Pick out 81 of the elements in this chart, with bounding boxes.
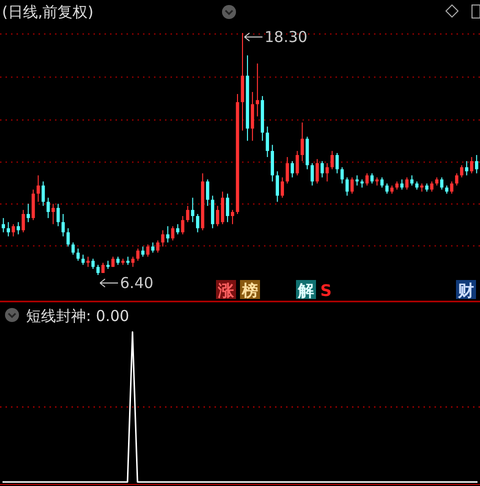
- candlestick: [266, 126, 270, 158]
- candlestick: [46, 197, 50, 219]
- candlestick: [22, 209, 25, 233]
- text: S: [320, 281, 332, 300]
- candlestick: [196, 213, 200, 233]
- candlestick: [365, 172, 369, 186]
- candlestick: [42, 180, 45, 206]
- candlestick: [326, 162, 329, 182]
- candlestick: [161, 230, 164, 248]
- candlestick: [276, 170, 279, 202]
- candlestick: [300, 122, 304, 162]
- candlestick: [186, 205, 190, 223]
- candlestick: [171, 226, 174, 241]
- candlestick: [256, 63, 260, 117]
- candlestick: [230, 209, 234, 225]
- candlestick: [340, 166, 344, 184]
- candlestick: [191, 197, 194, 223]
- candlestick: [76, 248, 80, 262]
- text: 榜: [241, 281, 258, 300]
- candlestick: [52, 203, 55, 225]
- candlestick: [350, 176, 354, 194]
- candlestick: [86, 256, 90, 268]
- candlestick: [450, 180, 454, 194]
- candlestick: [206, 178, 210, 206]
- candlestick: [146, 244, 150, 258]
- candlestick: [280, 176, 284, 198]
- candlestick: [2, 218, 5, 233]
- candlestick: [141, 246, 144, 258]
- candlestick: [101, 262, 105, 274]
- candlestick: [475, 154, 478, 174]
- candlestick: [71, 242, 75, 256]
- text: 涨: [217, 281, 235, 300]
- candlestick: [380, 176, 384, 188]
- chart-title: (日线,前复权): [2, 3, 94, 21]
- candlestick: [91, 258, 95, 270]
- annotation: 6.40: [120, 274, 154, 292]
- candlestick: [62, 213, 65, 237]
- candlestick: [66, 228, 70, 248]
- candlestick: [336, 152, 339, 174]
- text: 财: [457, 281, 474, 300]
- candlestick: [410, 174, 414, 186]
- candlestick: [96, 264, 100, 276]
- candlestick: [56, 203, 60, 227]
- candlestick: [355, 174, 359, 186]
- candlestick: [370, 172, 374, 184]
- candlestick: [296, 150, 299, 176]
- candlestick: [181, 216, 184, 235]
- candlestick: [316, 158, 319, 184]
- candlestick: [26, 203, 30, 223]
- candlestick: [430, 180, 434, 192]
- candlestick: [286, 156, 289, 184]
- annotation: 18.30: [264, 28, 308, 46]
- candlestick: [111, 256, 115, 268]
- candlestick: [310, 162, 314, 186]
- candlestick: [345, 176, 349, 196]
- candlestick: [136, 248, 140, 262]
- candlestick: [470, 156, 474, 174]
- candlestick: [330, 150, 334, 170]
- candlestick: [156, 240, 160, 254]
- candlestick: [226, 193, 230, 223]
- candlestick: [440, 176, 444, 190]
- text: 解: [297, 281, 314, 300]
- candlestick: [166, 226, 170, 243]
- candlestick: [216, 205, 220, 227]
- candlestick: [455, 172, 458, 186]
- candlestick: [81, 254, 85, 266]
- candlestick: [151, 242, 154, 254]
- candlestick: [131, 256, 135, 268]
- candlestick: [460, 164, 464, 178]
- candlestick: [176, 224, 180, 235]
- candlestick: [6, 222, 10, 237]
- candlestick: [320, 160, 324, 178]
- candlestick: [400, 178, 404, 190]
- candlestick: [385, 182, 389, 194]
- candlestick: [12, 224, 15, 237]
- chart-title: 短线封神: 0.00: [26, 307, 130, 325]
- candlestick: [465, 160, 468, 176]
- candlestick: [36, 174, 40, 202]
- candlestick: [405, 176, 409, 190]
- candlestick: [16, 222, 20, 235]
- candlestick: [290, 160, 294, 178]
